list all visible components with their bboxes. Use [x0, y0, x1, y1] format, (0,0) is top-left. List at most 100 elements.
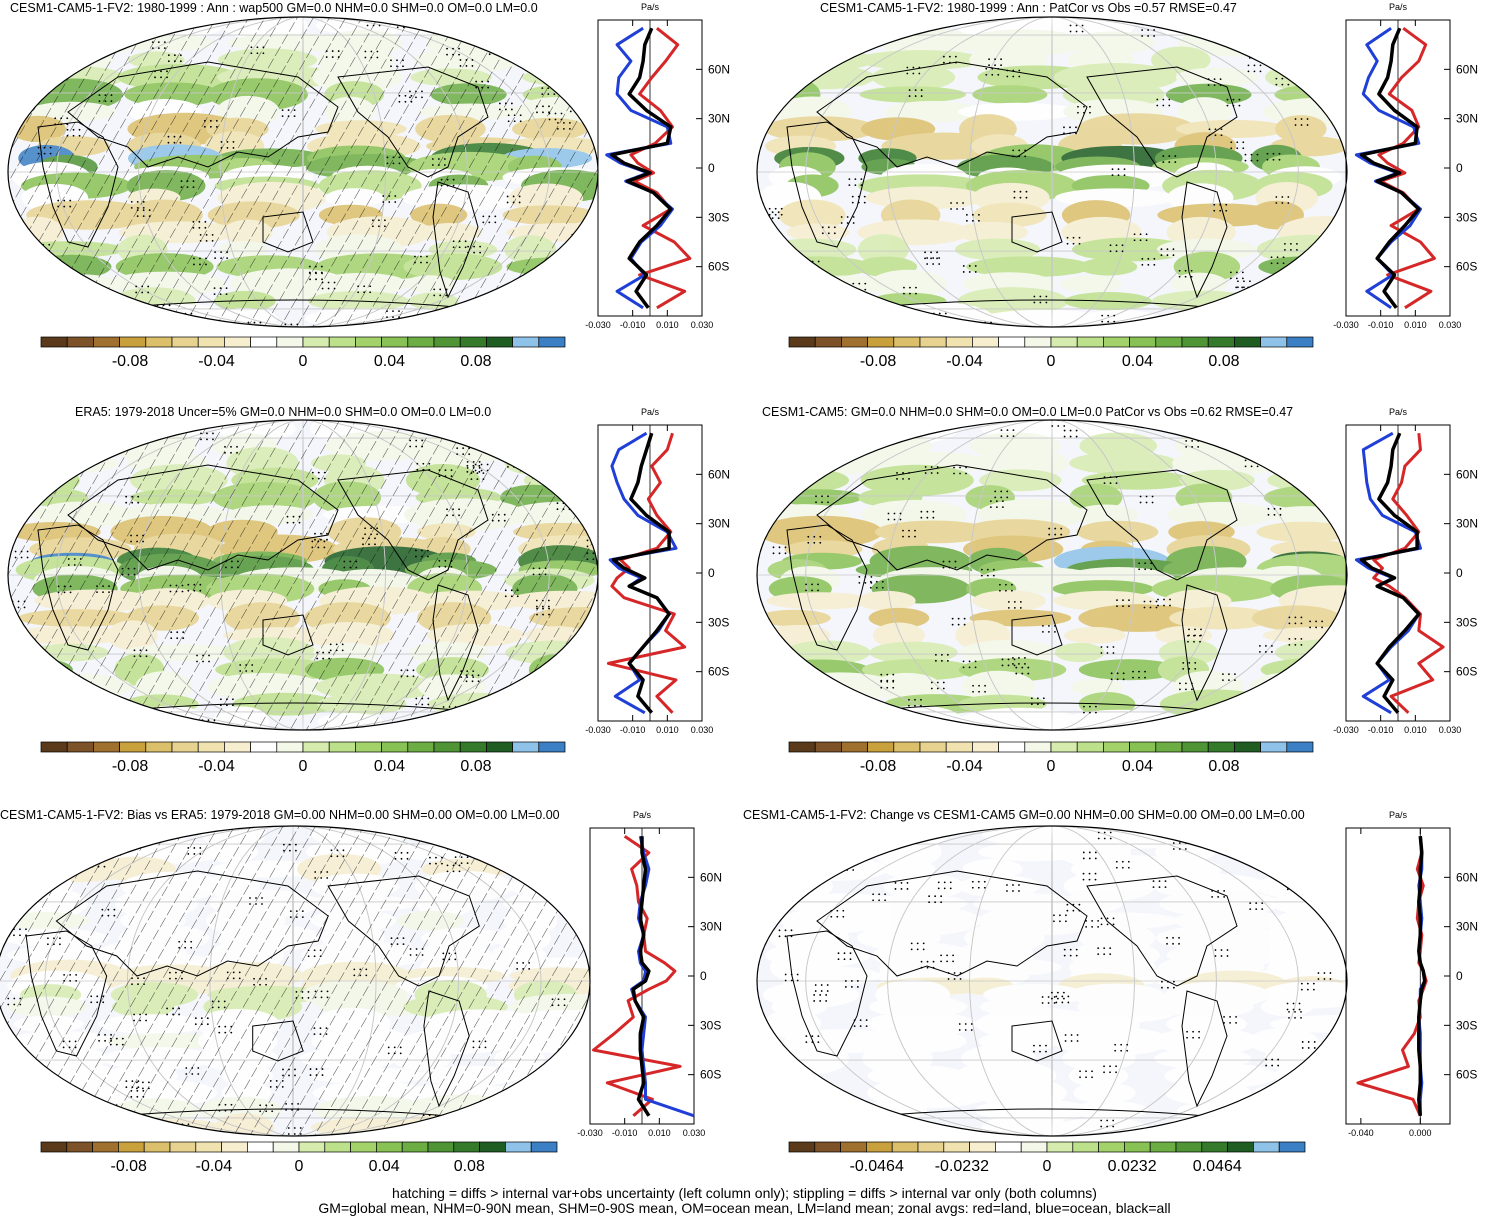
colorbar-swatch [67, 337, 93, 347]
colorbar-swatch [1228, 1142, 1254, 1152]
map [8, 414, 651, 738]
colorbar-tick-label: 0.0232 [1108, 1158, 1157, 1175]
zonal-ytick-label: 60N [1456, 62, 1478, 76]
colorbar-swatch [1103, 337, 1129, 347]
colorbar-swatch [251, 742, 277, 752]
colorbar-swatch [224, 742, 250, 752]
colorbar-tick-label: 0.04 [374, 758, 405, 775]
colorbar-swatch [1279, 1142, 1305, 1152]
zonal-series-land [594, 836, 681, 1116]
zonal-series-land [1358, 836, 1426, 1116]
hatching [8, 17, 598, 327]
colorbar-swatch [944, 1142, 970, 1152]
colorbar-tick-label: -0.04 [198, 353, 235, 370]
zonal-ytick-label: 30S [700, 1018, 721, 1032]
colorbar-swatch [277, 742, 303, 752]
zonal-unit-label: Pa/s [1389, 810, 1408, 820]
colorbar-swatch [1130, 742, 1156, 752]
hatching [8, 420, 598, 730]
colorbar-swatch [1261, 337, 1287, 347]
zonal-ytick-label: 0 [708, 566, 715, 580]
colorbar-tick-label: -0.0232 [935, 1158, 989, 1175]
colorbar-swatch [41, 742, 67, 752]
colorbar-swatch [41, 337, 67, 347]
zonal-ytick-label: 60N [708, 467, 730, 481]
colorbar-swatch [1234, 337, 1260, 347]
zonal-unit-label: Pa/s [1389, 2, 1408, 12]
zonal-unit-label: Pa/s [641, 407, 660, 417]
colorbar-tick-label: 0 [1043, 1158, 1052, 1175]
colorbar-swatch [146, 337, 172, 347]
zonal-xtick-label: -0.030 [585, 320, 611, 330]
zonal-xtick-label: 0.030 [683, 1128, 706, 1138]
colorbar-swatch [172, 337, 198, 347]
colorbar-tick-label: 0 [1047, 353, 1056, 370]
colorbar-swatch [41, 1142, 67, 1152]
zonal-ytick-label: 30N [1456, 112, 1478, 126]
colorbar-tick-label: -0.08 [860, 353, 897, 370]
zonal-ytick-label: 30S [708, 210, 729, 224]
colorbar-tick-label: -0.04 [198, 758, 235, 775]
colorbar-swatch [868, 337, 894, 347]
colorbar-swatch [198, 742, 224, 752]
colorbar-swatch [513, 742, 539, 752]
panel-title: CESM1-CAM5-1-FV2: Bias vs ERA5: 1979-201… [0, 808, 560, 822]
colorbar-swatch [1261, 742, 1287, 752]
colorbar-tick-label: 0.04 [369, 1158, 400, 1175]
colorbar-swatch [946, 742, 972, 752]
zonal-xtick-label: -0.010 [620, 320, 646, 330]
map [757, 10, 1399, 334]
colorbar-swatch [894, 337, 920, 347]
colorbar-swatch [170, 1142, 196, 1152]
colorbar-swatch [1073, 1142, 1099, 1152]
zonal-ytick-label: 60S [708, 665, 729, 679]
colorbar-swatch [1182, 742, 1208, 752]
colorbar-swatch [789, 337, 815, 347]
colorbar-swatch [196, 1142, 222, 1152]
colorbar-tick-label: 0.08 [1208, 758, 1239, 775]
colorbar-swatch [1051, 337, 1077, 347]
colorbar-swatch [325, 1142, 351, 1152]
zonal-xtick-label: 0.030 [1439, 320, 1462, 330]
zonal-xtick-label: 0.030 [691, 320, 714, 330]
zonal-ytick-label: 60N [1456, 870, 1478, 884]
colorbar-swatch [1176, 1142, 1202, 1152]
colorbar-swatch [460, 337, 486, 347]
zonal-xtick-label: -0.030 [577, 1128, 603, 1138]
colorbar-swatch [1253, 1142, 1279, 1152]
zonal-xtick-label: 0.010 [648, 1128, 671, 1138]
colorbar-swatch [946, 337, 972, 347]
zonal-ytick-label: 30S [1456, 1018, 1477, 1032]
zonal-unit-label: Pa/s [1389, 407, 1408, 417]
colorbar-swatch [355, 337, 381, 347]
colorbar-swatch [480, 1142, 506, 1152]
colorbar-swatch [67, 742, 93, 752]
colorbar-tick-label: -0.0464 [850, 1158, 904, 1175]
zonal-ytick-label: 0 [708, 161, 715, 175]
zonal-ytick-label: 60S [1456, 260, 1477, 274]
zonal-xtick-label: -0.010 [620, 725, 646, 735]
colorbar-swatch [1156, 337, 1182, 347]
panel-title: CESM1-CAM5-1-FV2: 1980-1999 : Ann : wap5… [10, 1, 538, 15]
colorbar-tick-label: 0.08 [460, 758, 491, 775]
zonal-series-all [612, 28, 671, 308]
colorbar-tick-label: 0.08 [1208, 353, 1239, 370]
colorbar-tick-label: -0.08 [112, 353, 149, 370]
colorbar-tick-label: -0.04 [946, 758, 983, 775]
colorbar-swatch [1287, 742, 1313, 752]
colorbar-swatch [273, 1142, 299, 1152]
colorbar-swatch [1077, 337, 1103, 347]
colorbar-swatch [505, 1142, 531, 1152]
zonal-ytick-label: 0 [1456, 566, 1463, 580]
colorbar-swatch [1047, 1142, 1073, 1152]
map [757, 413, 1396, 737]
colorbar-swatch [434, 742, 460, 752]
